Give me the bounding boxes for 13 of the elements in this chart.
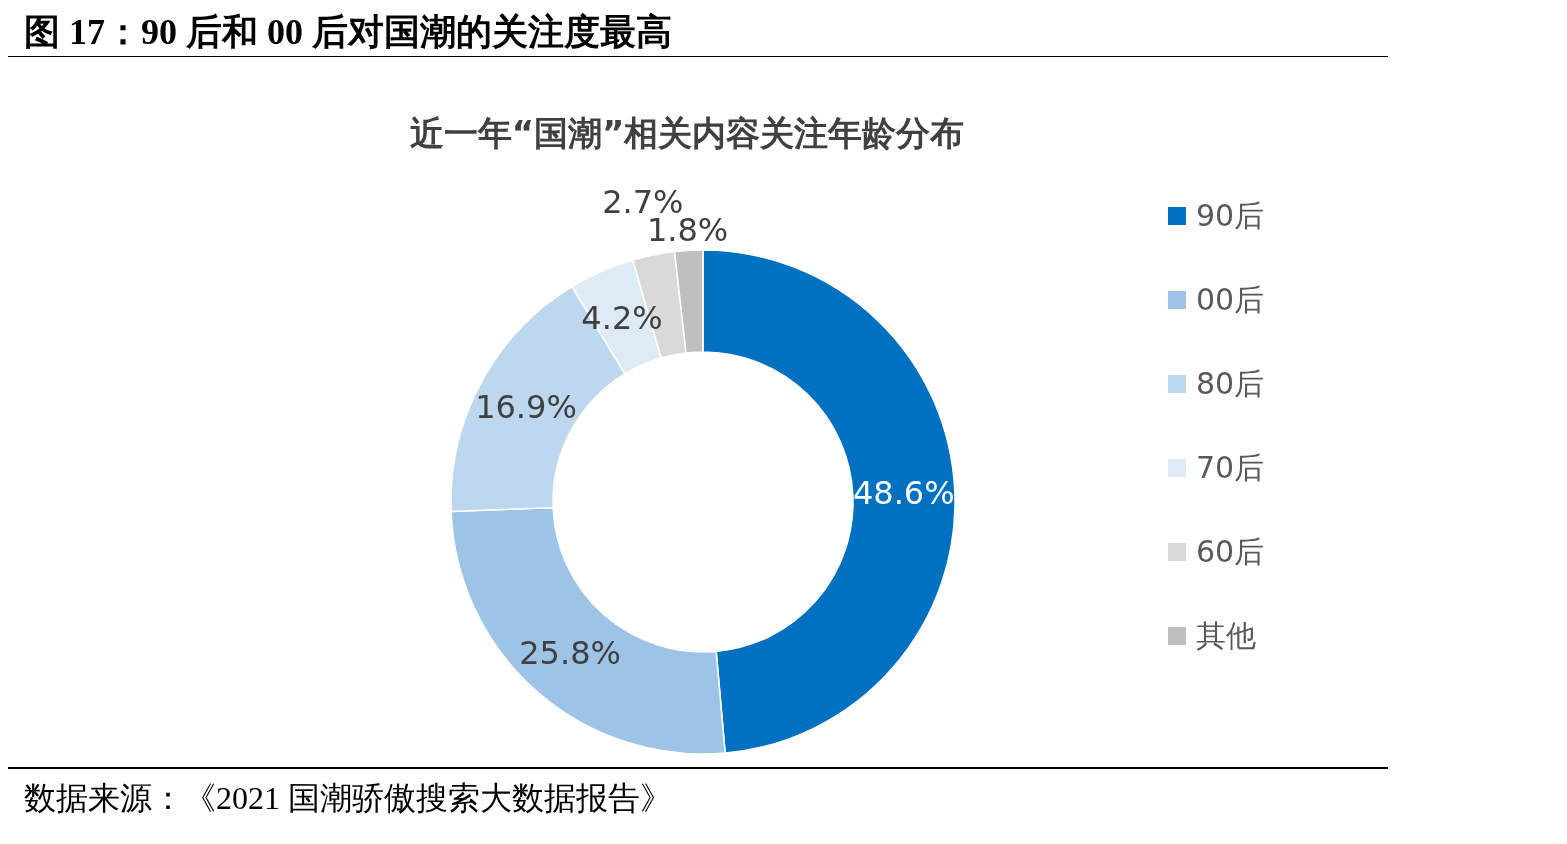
legend-label: 60后 xyxy=(1195,533,1266,571)
legend-label: 00后 xyxy=(1195,281,1266,319)
source-note: 数据来源：《2021 国潮骄傲搜索大数据报告》 xyxy=(24,779,673,818)
chart-subtitle: 近一年“国潮”相关内容关注年龄分布 xyxy=(408,112,966,155)
data-label: 48.6% xyxy=(852,474,955,513)
legend-label: 其他 xyxy=(1195,617,1257,655)
data-label: 16.9% xyxy=(475,387,577,426)
legend-label: 80后 xyxy=(1195,365,1266,403)
legend-label: 70后 xyxy=(1195,449,1266,487)
data-label: 25.8% xyxy=(519,633,621,672)
legend-label: 90后 xyxy=(1195,197,1266,235)
chart-title: 图 17：90 后和 00 后对国潮的关注度最高 xyxy=(8,8,1388,57)
data-label: 4.2% xyxy=(581,299,663,338)
